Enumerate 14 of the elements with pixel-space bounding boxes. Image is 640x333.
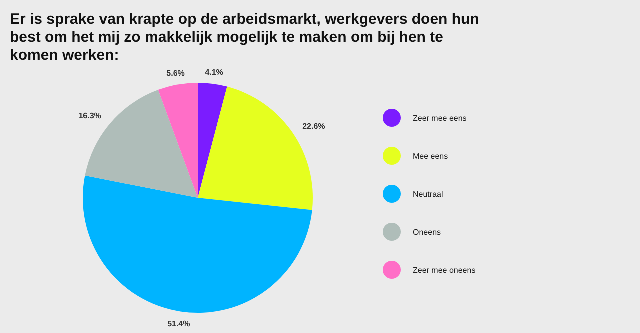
data-label: 16.3% [78,111,102,120]
data-label: 51.4% [168,319,190,328]
data-label: 5.6% [166,68,185,78]
legend-label: Zeer mee oneens [413,266,476,275]
legend-label: Zeer mee eens [413,114,467,123]
legend-label: Mee eens [413,152,448,161]
chart-title: Er is sprake van krapte op de arbeidsmarkt, werkgevers doen hun best om het mij zo makkelijk mogelijk te maken om bij hen te komen werken: [10,11,480,64]
pie-slice [198,83,228,198]
data-label: 22.6% [302,122,326,131]
legend-label: Neutraal [413,190,444,199]
legend-label: Oneens [413,228,442,237]
pie-slice [83,176,312,313]
pie-slice [158,83,198,198]
data-label: 4.1% [205,68,224,77]
